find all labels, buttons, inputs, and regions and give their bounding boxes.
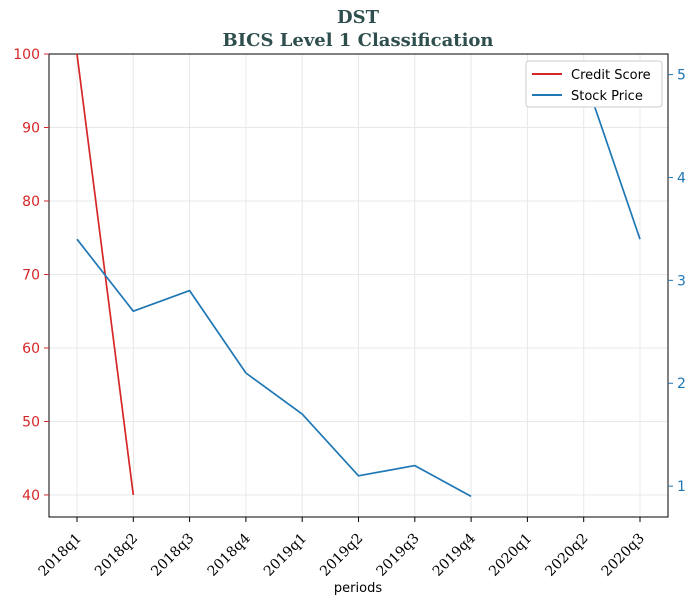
x-tick-label: 2019q2 [317,531,366,580]
x-tick-label: 2018q3 [148,531,197,580]
y-axis-right: 1 2 3 4 5 [668,68,686,495]
y-left-tick-label: 50 [22,414,40,430]
x-axis-label: periods [334,581,382,596]
y-left-tick-label: 70 [22,267,40,283]
y-right-tick-label: 2 [677,376,686,392]
x-axis: 2018q1 2018q2 2018q3 2018q4 2019q1 2019q2 2019… [36,517,648,580]
y-right-tick-label: 5 [677,68,686,84]
x-tick-label: 2020q3 [599,531,648,580]
legend-label: Credit Score [571,68,651,83]
y-left-tick-label: 80 [22,194,40,210]
grid [49,53,668,517]
x-tick-label: 2019q3 [373,531,422,580]
y-left-tick-label: 60 [22,341,40,357]
chart-subtitle: BICS Level 1 Classification [222,30,493,51]
y-left-tick-label: 100 [13,47,40,63]
y-right-tick-label: 1 [677,479,686,495]
legend-label: Stock Price [571,89,643,104]
x-tick-label: 2019q4 [430,530,479,579]
x-tick-label: 2018q4 [205,530,254,579]
series-line-stock-price [76,238,472,498]
x-tick-label: 2018q2 [92,531,141,580]
x-tick-label: 2018q1 [36,531,85,580]
x-tick-label: 2020q2 [542,531,591,580]
y-right-tick-label: 4 [677,170,686,186]
chart-title: DST [337,7,380,28]
x-tick-label: 2019q1 [261,531,310,580]
y-left-tick-label: 40 [22,488,40,504]
legend: Credit Score Stock Price [525,60,663,108]
x-tick-label: 2020q1 [486,531,535,580]
y-left-tick-label: 90 [22,120,40,136]
y-axis-left: 40 50 60 70 80 90 100 [13,47,49,504]
y-right-tick-label: 3 [677,273,686,289]
